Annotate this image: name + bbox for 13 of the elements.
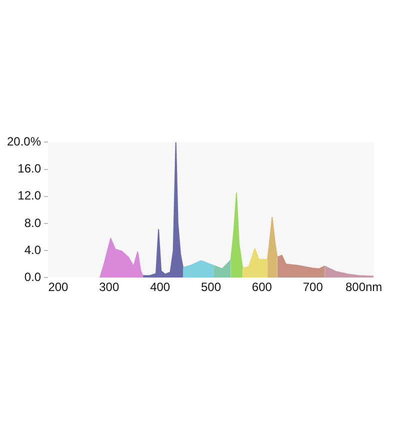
x-tick-label: 800nm bbox=[345, 280, 382, 294]
y-tick-label: 4.0 bbox=[24, 242, 42, 257]
x-tick-label: 400 bbox=[150, 280, 170, 294]
y-tick-label: 8.0 bbox=[24, 216, 42, 230]
x-tick-label: 300 bbox=[99, 280, 120, 294]
x-tick-label: 600 bbox=[252, 280, 272, 294]
x-tick-label: 200 bbox=[48, 280, 69, 294]
x-tick-label: 700 bbox=[302, 280, 324, 294]
x-tick-label: 500 bbox=[200, 280, 222, 294]
y-tick-label: 0.0 bbox=[24, 270, 42, 284]
y-tick-label: 20.0% bbox=[6, 134, 42, 149]
y-tick-label: 12.0 bbox=[18, 188, 42, 203]
y-tick-label: 16.0 bbox=[18, 162, 42, 176]
